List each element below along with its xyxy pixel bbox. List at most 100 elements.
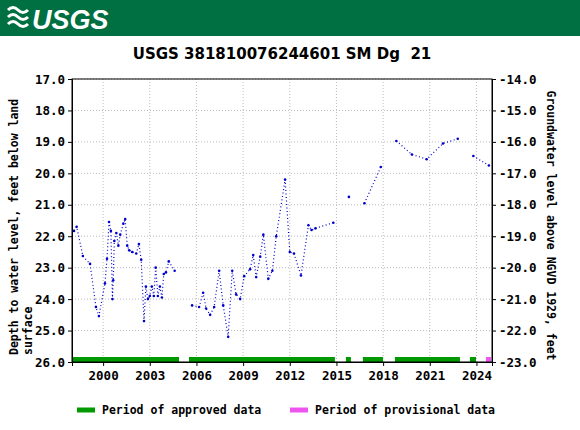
tick-mark (383, 362, 384, 366)
y2-axis: -14.0-15.0-16.0-17.0-18.0-19.0-20.0-21.0… (492, 72, 537, 370)
data-point (126, 244, 129, 247)
tick: 20.0 (35, 166, 72, 181)
tick-label: 20.0 (35, 166, 65, 181)
data-point (222, 304, 225, 307)
tick-mark (150, 362, 151, 366)
data-point (218, 270, 221, 273)
tick-label: 2000 (89, 368, 119, 383)
tick-mark (68, 268, 72, 269)
tick-mark (68, 142, 72, 143)
data-point (147, 298, 150, 301)
grid-line-x (429, 79, 430, 362)
data-point (205, 307, 208, 310)
tick-mark (196, 362, 197, 366)
tick-mark (68, 331, 72, 332)
tick: -19.0 (492, 229, 537, 244)
tick-label: 24.0 (35, 292, 65, 307)
tick: 23.0 (35, 260, 72, 275)
tick: 2024 (462, 362, 492, 383)
tick-label: 21.0 (35, 197, 65, 212)
logo-text: USGS (32, 5, 109, 35)
period-bar (395, 357, 460, 362)
axis-line (68, 80, 73, 363)
data-point (231, 270, 234, 273)
data-point (213, 306, 216, 309)
tick: 2006 (182, 362, 212, 383)
data-point (157, 295, 160, 298)
tick-label: -17.0 (499, 166, 537, 181)
grid-line-y (72, 204, 492, 205)
data-point (262, 233, 265, 236)
data-point (145, 285, 148, 288)
period-bar (346, 357, 351, 362)
data-point (488, 164, 491, 167)
data-point (111, 298, 114, 301)
data-point (252, 254, 255, 257)
tick-label: -20.0 (499, 260, 537, 275)
grid-line-x (243, 79, 244, 362)
data-point (307, 224, 310, 227)
data-point (131, 251, 134, 254)
data-point (379, 166, 382, 169)
data-point (259, 255, 262, 258)
plot-area (72, 137, 491, 362)
data-point (124, 218, 127, 221)
tick: -18.0 (492, 197, 537, 212)
tick: -22.0 (492, 323, 537, 338)
tick-label: 2003 (135, 368, 165, 383)
grid-line-y (72, 236, 492, 237)
legend-swatch (290, 408, 308, 413)
tick-label: 26.0 (35, 355, 65, 370)
plot-frame (72, 79, 492, 362)
tick: -20.0 (492, 260, 537, 275)
data-point (104, 282, 107, 285)
title: USGS 381810076244601 SM Dg 21 (133, 45, 432, 63)
tick: 25.0 (35, 323, 72, 338)
data-point (191, 304, 194, 307)
tick-label: -18.0 (499, 197, 537, 212)
tick-label: 19.0 (35, 134, 65, 149)
period-bar (72, 357, 179, 362)
tick-mark (68, 79, 72, 80)
grid-line-y (72, 299, 492, 300)
tick-label: -21.0 (499, 292, 537, 307)
grid-line-y (72, 330, 492, 331)
tick-label: -19.0 (499, 229, 537, 244)
tick: 21.0 (35, 197, 72, 212)
y-axis-title: Depth to water level, feet below land (7, 99, 21, 355)
tick-label: 23.0 (35, 260, 65, 275)
tick-label: 18.0 (35, 103, 65, 118)
tick-mark (430, 362, 431, 366)
tick-mark (492, 142, 496, 143)
tick: 2003 (135, 362, 165, 383)
header-band (0, 0, 580, 36)
tick: -15.0 (492, 103, 537, 118)
tick-label: 2012 (275, 368, 305, 383)
data-point (162, 273, 165, 276)
tick-label: -15.0 (499, 103, 537, 118)
data-point (89, 263, 92, 266)
data-point (472, 155, 475, 158)
logo-wave (8, 15, 28, 20)
tick-mark (476, 362, 477, 366)
data-point (284, 178, 287, 181)
tick: 19.0 (35, 134, 72, 149)
grid-line-x (336, 79, 337, 362)
data-point (363, 202, 366, 205)
data-point (153, 295, 156, 298)
tick-label: 2024 (462, 368, 492, 383)
tick-mark (68, 173, 72, 174)
data-point (314, 227, 317, 230)
logo-wave (8, 8, 28, 13)
tick-label: 2018 (369, 368, 399, 383)
period-bar (363, 357, 383, 362)
tick-mark (68, 110, 72, 111)
y-axis-title: surface (21, 306, 35, 355)
tick: -14.0 (492, 72, 537, 87)
data-point (235, 293, 238, 296)
grid-line-y (72, 173, 492, 174)
data-point (119, 233, 122, 236)
chart: USGS USGS 381810076244601 SM Dg 21 2000 200… (0, 0, 580, 430)
data-point (115, 232, 118, 235)
grid-line-x (383, 79, 384, 362)
